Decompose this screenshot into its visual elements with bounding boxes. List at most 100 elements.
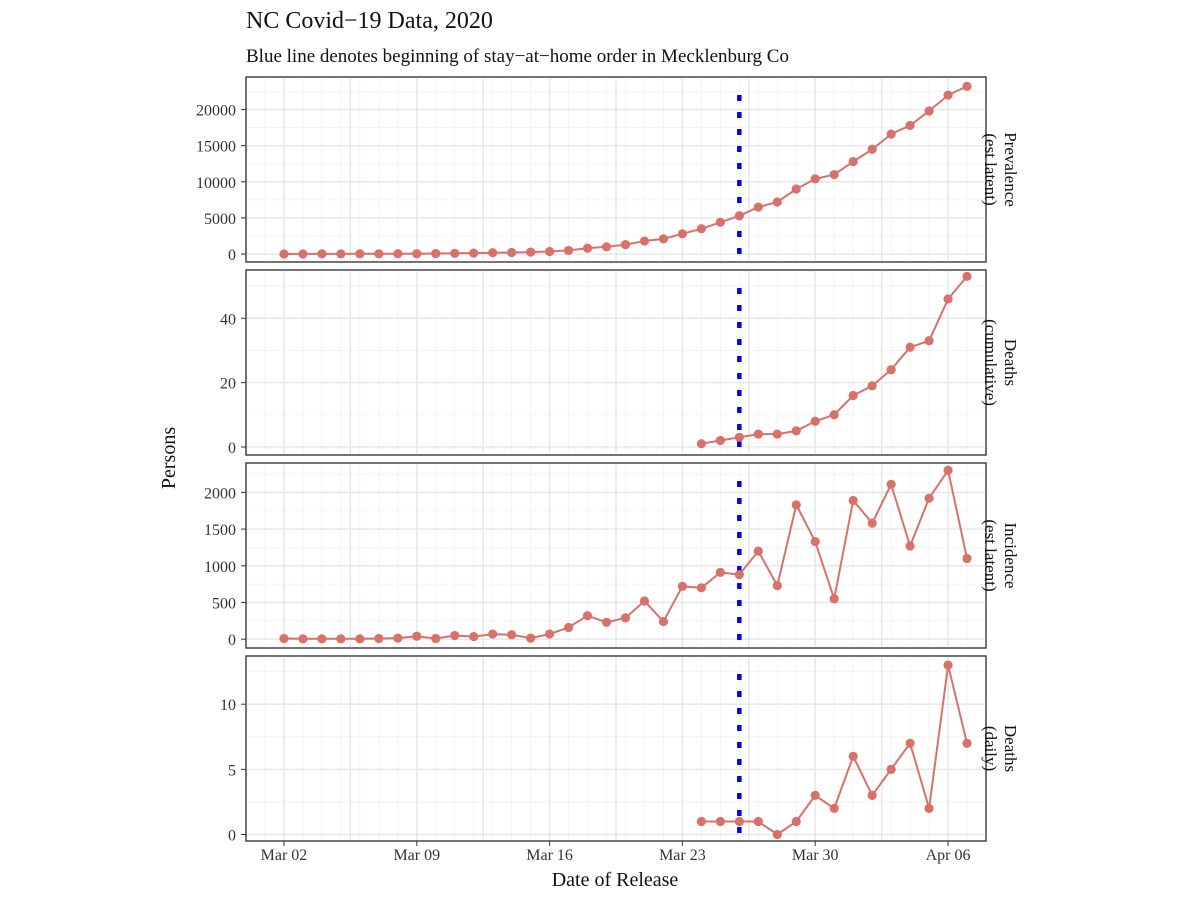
data-point xyxy=(696,439,706,449)
data-point xyxy=(848,751,858,761)
data-point xyxy=(924,336,934,346)
y-tick-label: 40 xyxy=(220,311,236,328)
data-point xyxy=(431,633,441,644)
data-point xyxy=(905,738,915,748)
data-point xyxy=(943,294,953,304)
y-tick-label: 20 xyxy=(220,376,236,393)
data-point xyxy=(867,518,877,528)
strip-label-line: Incidence xyxy=(1001,522,1020,588)
data-point xyxy=(734,816,744,827)
strip-label-line: (cumulative) xyxy=(981,319,1000,406)
data-point xyxy=(772,580,782,591)
data-point xyxy=(943,465,953,475)
data-point xyxy=(450,630,460,641)
data-point xyxy=(772,197,782,207)
data-point xyxy=(431,248,441,259)
data-point xyxy=(336,249,346,259)
panel-strip-label: Deaths(cumulative) xyxy=(981,319,1020,406)
data-point xyxy=(412,249,422,259)
data-point xyxy=(734,432,744,442)
chart-title: NC Covid−19 Data, 2020 xyxy=(246,8,493,34)
data-point xyxy=(658,234,669,244)
data-point xyxy=(810,790,820,801)
x-tick-label: Mar 16 xyxy=(526,847,573,864)
data-point xyxy=(715,816,725,827)
panel-strip-label: Incidence(est latent) xyxy=(981,519,1020,591)
y-tick-label: 1500 xyxy=(204,522,236,539)
panel-1: 0 5000 10000 15000 20000 Prevalence(est laten… xyxy=(196,76,1020,264)
data-point xyxy=(772,829,782,840)
data-point xyxy=(374,633,384,644)
data-point xyxy=(317,634,327,644)
data-point xyxy=(848,390,858,401)
data-point xyxy=(753,546,763,556)
panel-strip-label: Deaths(daily) xyxy=(981,725,1020,772)
y-tick-label: 5 xyxy=(228,762,236,779)
data-point xyxy=(829,594,839,604)
y-tick-label: 0 xyxy=(228,247,236,264)
y-tick-label: 1000 xyxy=(204,559,236,576)
data-point xyxy=(469,632,479,642)
data-point xyxy=(886,764,896,774)
y-tick-label: 500 xyxy=(212,595,236,612)
data-point xyxy=(753,816,763,827)
panel-2: 0 20 40 Deaths(cumulative) xyxy=(220,269,1020,457)
y-tick-label: 0 xyxy=(228,632,236,649)
data-point xyxy=(924,493,934,503)
data-point xyxy=(810,536,820,547)
data-point xyxy=(943,90,953,100)
data-point xyxy=(279,633,289,644)
strip-label-line: Deaths xyxy=(1001,339,1020,386)
data-point xyxy=(620,613,631,623)
data-point xyxy=(450,248,460,258)
y-tick-label: 10000 xyxy=(196,175,236,192)
data-point xyxy=(298,634,308,644)
data-point xyxy=(829,410,839,420)
data-point xyxy=(943,660,953,670)
data-point xyxy=(791,184,801,194)
data-point xyxy=(298,249,308,259)
data-point xyxy=(867,144,877,154)
data-point xyxy=(601,242,612,252)
data-point xyxy=(696,224,706,234)
data-point xyxy=(582,243,593,253)
x-tick-label: Mar 23 xyxy=(659,847,706,864)
data-point xyxy=(753,429,763,439)
data-point xyxy=(582,611,593,621)
data-point xyxy=(886,129,896,139)
data-point xyxy=(962,271,972,282)
y-tick-label: 2000 xyxy=(204,485,236,502)
data-point xyxy=(620,240,631,250)
data-point xyxy=(924,106,934,116)
data-point xyxy=(488,248,498,258)
data-point xyxy=(393,633,403,643)
data-point xyxy=(905,541,915,551)
data-point xyxy=(677,229,688,239)
data-point xyxy=(355,249,365,259)
data-point xyxy=(791,816,801,827)
data-point xyxy=(563,622,574,633)
data-point xyxy=(563,245,574,256)
data-point xyxy=(639,596,650,606)
y-axis-label: Persons xyxy=(158,427,180,489)
data-point xyxy=(886,479,896,489)
data-point xyxy=(734,211,744,221)
x-tick-label: Apr 06 xyxy=(926,847,971,864)
x-tick-label: Mar 09 xyxy=(393,847,440,864)
data-point xyxy=(715,217,725,227)
data-point xyxy=(715,567,725,577)
strip-label-line: (est latent) xyxy=(981,133,1000,205)
data-point xyxy=(829,803,839,814)
data-point xyxy=(488,629,498,639)
x-tick-label: Mar 02 xyxy=(261,847,308,864)
panel-border xyxy=(245,462,987,649)
data-point xyxy=(696,583,706,593)
panel-3: 0 500 1000 1500 2000 Incidence(est latent) xyxy=(204,462,1020,649)
x-tick-label: Mar 30 xyxy=(792,847,839,864)
data-point xyxy=(829,169,839,180)
data-point xyxy=(962,81,972,91)
data-point xyxy=(412,631,422,641)
data-point xyxy=(848,495,858,506)
data-point xyxy=(810,174,820,184)
panel-border xyxy=(245,76,987,263)
